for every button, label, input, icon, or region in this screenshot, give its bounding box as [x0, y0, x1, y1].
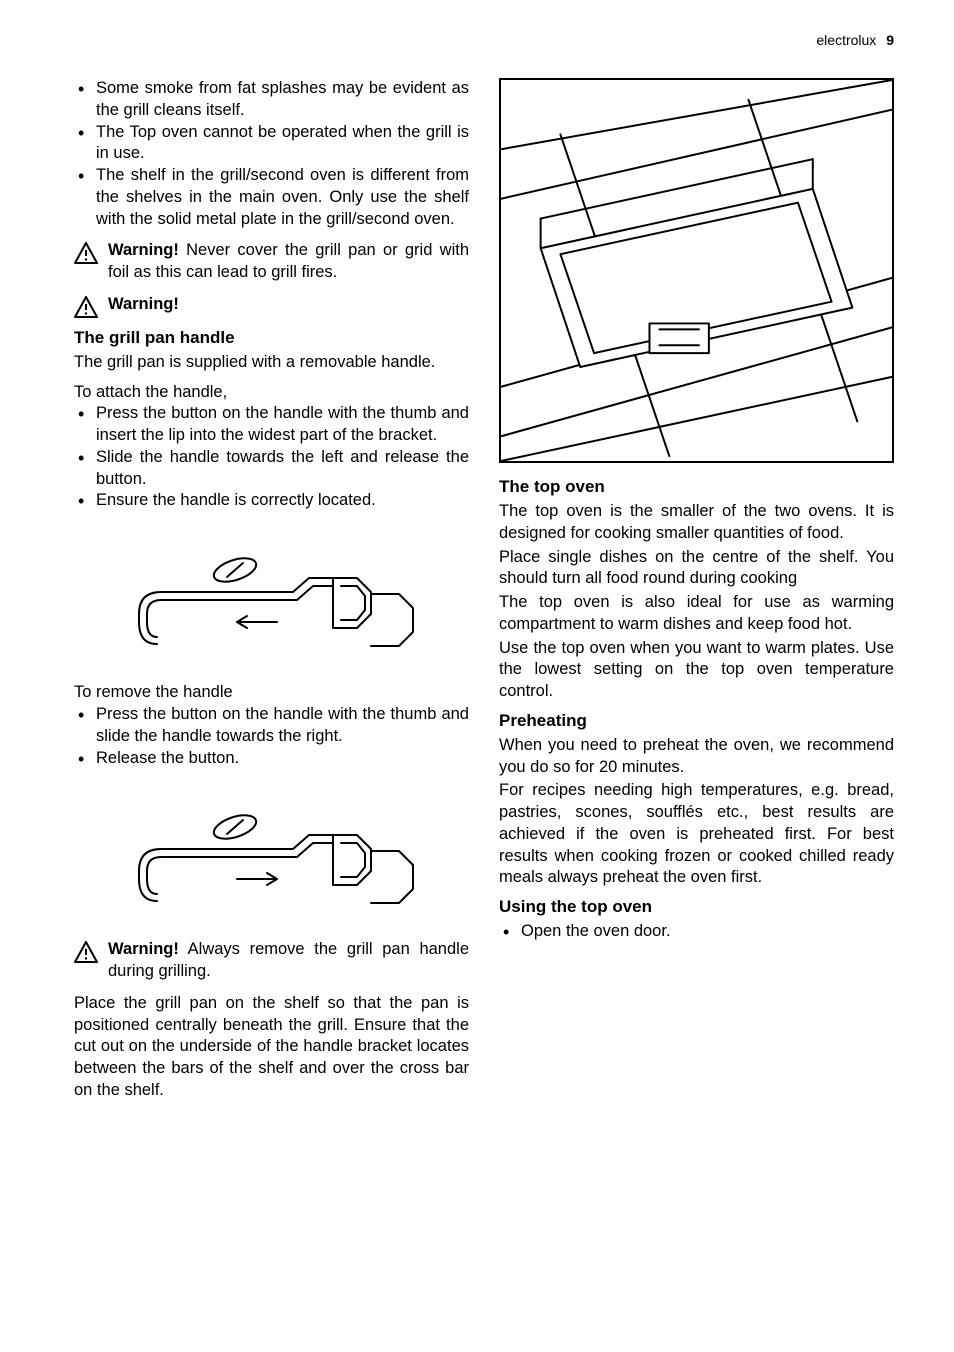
- top-bullet-list: Some smoke from fat splashes may be evid…: [74, 78, 469, 230]
- grill-pan-body: The grill pan is supplied with a removab…: [74, 352, 469, 374]
- list-item: Release the button.: [74, 748, 469, 770]
- list-item: The Top oven cannot be operated when the…: [74, 122, 469, 166]
- warning-label: Warning!: [108, 295, 179, 313]
- warning-icon: [74, 242, 98, 264]
- placement-body: Place the grill pan on the shelf so that…: [74, 993, 469, 1102]
- attach-bullet-list: Press the button on the handle with the …: [74, 403, 469, 512]
- warning-text: Warning! Always remove the grill pan han…: [108, 939, 469, 983]
- handle-remove-illustration: [127, 779, 417, 929]
- warning-icon: [74, 941, 98, 963]
- oven-shelf-illustration: [499, 78, 894, 463]
- list-item: Open the oven door.: [499, 921, 894, 943]
- right-column: The top oven The top oven is the smaller…: [499, 78, 894, 1104]
- using-bullet-list: Open the oven door.: [499, 921, 894, 943]
- grill-pan-heading: The grill pan handle: [74, 328, 469, 348]
- list-item: Ensure the handle is correctly located.: [74, 490, 469, 512]
- handle-attach-illustration: [127, 522, 417, 672]
- page-header: electrolux 9: [74, 32, 894, 48]
- top-oven-p4: Use the top oven when you want to warm p…: [499, 638, 894, 703]
- preheating-heading: Preheating: [499, 711, 894, 731]
- top-oven-heading: The top oven: [499, 477, 894, 497]
- warning-icon: [74, 296, 98, 318]
- top-oven-p3: The top oven is also ideal for use as wa…: [499, 592, 894, 636]
- warning-label: Warning!: [108, 940, 179, 958]
- remove-bullet-list: Press the button on the handle with the …: [74, 704, 469, 769]
- page-number: 9: [886, 32, 894, 48]
- left-column: Some smoke from fat splashes may be evid…: [74, 78, 469, 1104]
- list-item: Press the button on the handle with the …: [74, 403, 469, 447]
- content-columns: Some smoke from fat splashes may be evid…: [74, 78, 894, 1104]
- remove-heading: To remove the handle: [74, 682, 469, 704]
- list-item: Some smoke from fat splashes may be evid…: [74, 78, 469, 122]
- list-item: Press the button on the handle with the …: [74, 704, 469, 748]
- list-item: Slide the handle towards the left and re…: [74, 447, 469, 491]
- using-heading: Using the top oven: [499, 897, 894, 917]
- warning-text: Warning! Never cover the grill pan or gr…: [108, 240, 469, 284]
- top-oven-p2: Place single dishes on the centre of the…: [499, 547, 894, 591]
- brand-label: electrolux: [816, 32, 876, 48]
- warning-block-1: Warning! Never cover the grill pan or gr…: [74, 240, 469, 284]
- warning-text: Warning!: [108, 294, 179, 316]
- warning-block-3: Warning! Always remove the grill pan han…: [74, 939, 469, 983]
- preheating-p1: When you need to preheat the oven, we re…: [499, 735, 894, 779]
- attach-heading: To attach the handle,: [74, 382, 469, 404]
- top-oven-p1: The top oven is the smaller of the two o…: [499, 501, 894, 545]
- preheating-p2: For recipes needing high temperatures, e…: [499, 780, 894, 889]
- warning-label: Warning!: [108, 241, 179, 259]
- warning-block-2: Warning!: [74, 294, 469, 318]
- list-item: The shelf in the grill/second oven is di…: [74, 165, 469, 230]
